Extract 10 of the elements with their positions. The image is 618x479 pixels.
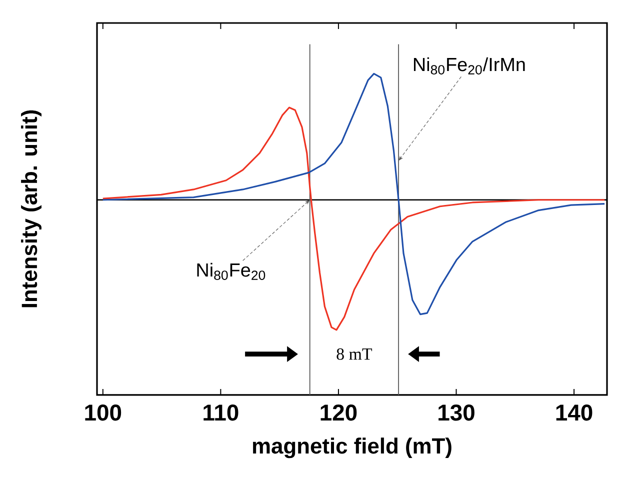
x-axis-title: magnetic field (mT) — [252, 438, 452, 458]
x-tick-label: 120 — [320, 404, 357, 421]
x-tick-label: 110 — [204, 404, 238, 421]
x-tick-label: 140 — [556, 404, 592, 421]
x-tick-label: 100 — [85, 404, 122, 421]
text: 8 mT — [336, 348, 372, 360]
annotation: Ni$_{80}$Fe$_{20}$/IrMn — [414, 57, 525, 74]
annotation: Ni$_{80}$Fe$_{20}$ — [197, 262, 266, 280]
x-tick-label: 130 — [438, 404, 474, 421]
y-axis-title: Intensity (arb. unit) — [21, 110, 42, 308]
